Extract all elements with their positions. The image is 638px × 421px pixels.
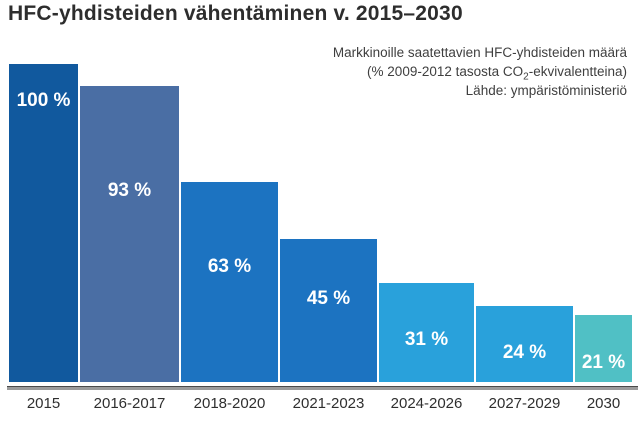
x-axis-tick-label: 2030: [586, 395, 621, 412]
x-axis-line: [7, 386, 638, 390]
chart-title: HFC-yhdisteiden vähentäminen v. 2015–203…: [8, 2, 463, 25]
chart-bar-2015: 100 %: [9, 64, 78, 382]
bar-value-label: 31 %: [404, 329, 449, 350]
x-axis-tick-label: 2027-2029: [488, 395, 561, 412]
bar-value-label: 100 %: [16, 90, 71, 111]
subtitle-source-line: Lähde: ympäristöministeriö: [465, 83, 627, 98]
x-axis-tick-label: 2024-2026: [390, 395, 463, 412]
chart-subtitle: Markkinoille saatettavien HFC-yhdisteide…: [333, 43, 627, 100]
x-axis-tick-label: 2016-2017: [93, 395, 166, 412]
bar-value-label: 45 %: [306, 288, 351, 309]
bar-value-label: 21 %: [581, 352, 626, 373]
bar-value-label: 24 %: [502, 342, 547, 363]
x-axis-tick-label: 2018-2020: [193, 395, 266, 412]
subtitle-line-1: Markkinoille saatettavien HFC-yhdisteide…: [332, 45, 627, 60]
subtitle-line-2: (% 2009-2012 tasosta CO2-ekvivalentteina…: [367, 64, 627, 83]
chart-bar-2024-2026: 31 %: [379, 283, 474, 382]
x-axis-tick-label: 2021-2023: [292, 395, 365, 412]
chart-bar-2030: 21 %: [575, 315, 632, 382]
x-axis-tick-label: 2015: [26, 395, 61, 412]
bar-value-label: 63 %: [207, 256, 252, 277]
chart-bar-2018-2020: 63 %: [181, 182, 278, 382]
chart-bar-2021-2023: 45 %: [280, 239, 377, 382]
chart-bar-2027-2029: 24 %: [476, 306, 573, 382]
bar-value-label: 93 %: [107, 180, 152, 201]
chart-bar-2016-2017: 93 %: [80, 86, 179, 382]
